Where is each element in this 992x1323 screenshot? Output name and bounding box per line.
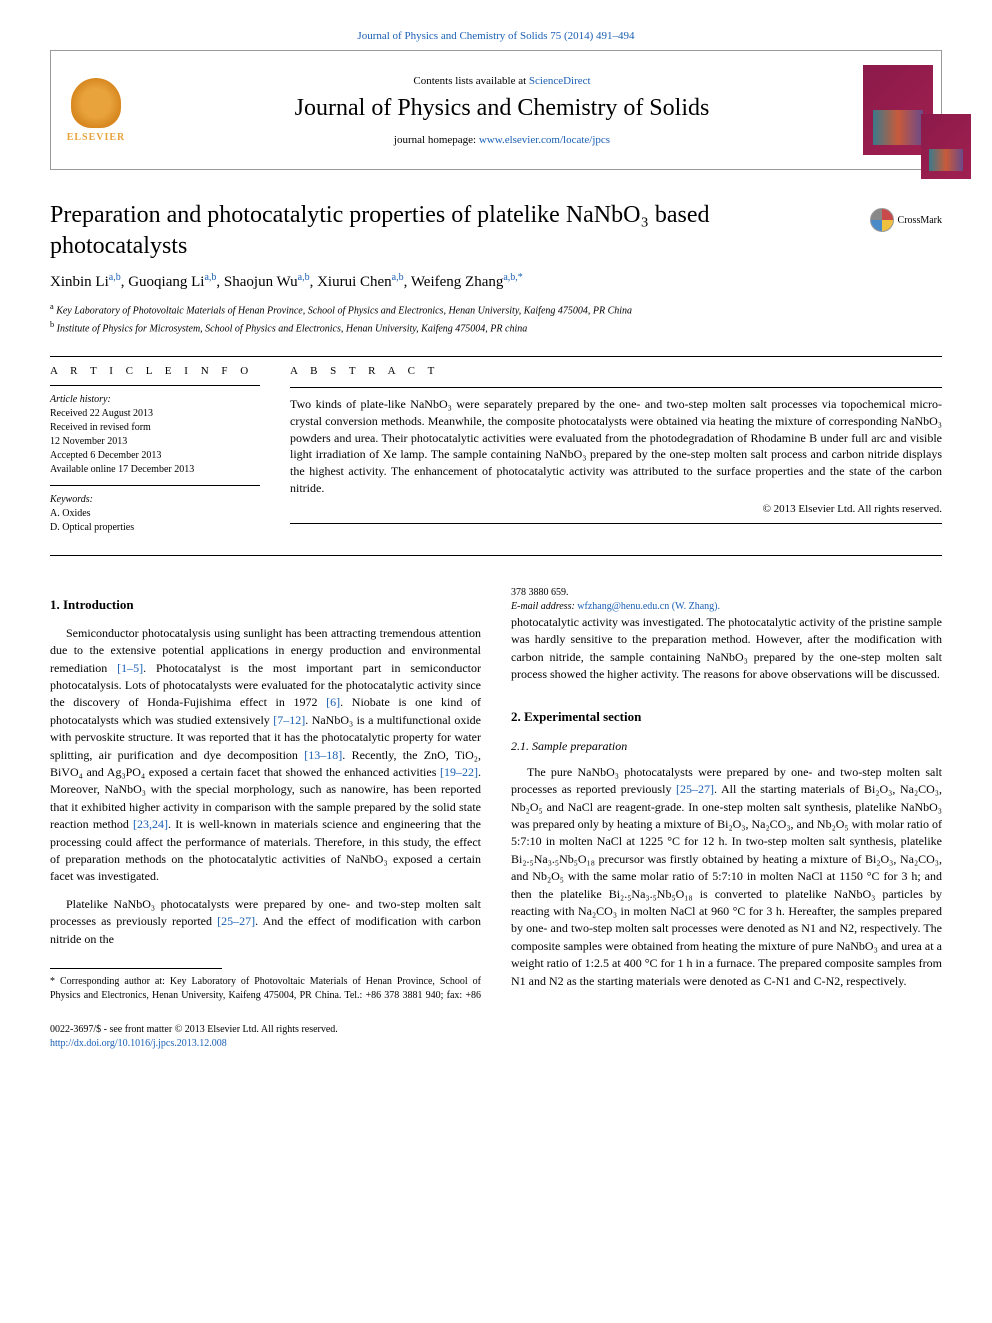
article-info-column: A R T I C L E I N F O Article history: R… bbox=[50, 365, 260, 535]
abstract-column: A B S T R A C T Two kinds of plate-like … bbox=[290, 365, 942, 535]
article-info-heading: A R T I C L E I N F O bbox=[50, 365, 260, 377]
email-label: E-mail address: bbox=[511, 601, 577, 612]
abstract-heading: A B S T R A C T bbox=[290, 365, 942, 377]
author: Xinbin Li bbox=[50, 274, 109, 290]
ref-link[interactable]: [19–22] bbox=[440, 765, 478, 779]
authors-line: Xinbin Lia,b, Guoqiang Lia,b, Shaojun Wu… bbox=[50, 272, 942, 291]
sciencedirect-link[interactable]: ScienceDirect bbox=[529, 75, 591, 87]
journal-homepage: journal homepage: www.elsevier.com/locat… bbox=[151, 134, 853, 146]
keyword: D. Optical properties bbox=[50, 521, 260, 535]
paragraph: Semiconductor photocatalysis using sunli… bbox=[50, 625, 481, 886]
affiliation-b-text: Institute of Physics for Microsystem, Sc… bbox=[57, 323, 528, 334]
affiliation-b: b Institute of Physics for Microsystem, … bbox=[50, 319, 942, 336]
footer-row: 0022-3697/$ - see front matter © 2013 El… bbox=[50, 1023, 942, 1051]
history-line: 12 November 2013 bbox=[50, 435, 260, 449]
journal-name: Journal of Physics and Chemistry of Soli… bbox=[151, 95, 853, 122]
email-footnote: E-mail address: wfzhang@henu.edu.cn (W. … bbox=[511, 600, 942, 614]
affil-link[interactable]: a,b bbox=[109, 272, 121, 283]
keyword: A. Oxides bbox=[50, 507, 260, 521]
ref-link[interactable]: [7–12] bbox=[273, 713, 305, 727]
journal-header-box: ELSEVIER Contents lists available at Sci… bbox=[50, 50, 942, 170]
header-citation-link[interactable]: Journal of Physics and Chemistry of Soli… bbox=[357, 30, 634, 42]
ref-link[interactable]: [23,24] bbox=[133, 817, 168, 831]
info-abstract-row: A R T I C L E I N F O Article history: R… bbox=[50, 365, 942, 535]
affiliations: a Key Laboratory of Photovoltaic Materia… bbox=[50, 301, 942, 336]
crossmark-label: CrossMark bbox=[898, 215, 942, 226]
divider bbox=[50, 555, 942, 556]
homepage-prefix: journal homepage: bbox=[394, 134, 479, 146]
divider bbox=[50, 385, 260, 386]
contents-prefix: Contents lists available at bbox=[413, 75, 528, 87]
body-two-column: 1. Introduction Semiconductor photocatal… bbox=[50, 586, 942, 1003]
author: Xiurui Chen bbox=[317, 274, 392, 290]
article-title: Preparation and photocatalytic propertie… bbox=[50, 200, 850, 262]
ref-link[interactable]: [25–27] bbox=[217, 914, 255, 928]
section-1-heading: 1. Introduction bbox=[50, 596, 481, 615]
divider bbox=[290, 523, 942, 524]
history-line: Accepted 6 December 2013 bbox=[50, 449, 260, 463]
ref-link[interactable]: [6] bbox=[326, 695, 340, 709]
divider bbox=[290, 387, 942, 388]
ref-link[interactable]: [1–5] bbox=[117, 661, 143, 675]
author: Guoqiang Li bbox=[128, 274, 204, 290]
affiliation-a-text: Key Laboratory of Photovoltaic Materials… bbox=[56, 306, 632, 317]
issn-line: 0022-3697/$ - see front matter © 2013 El… bbox=[50, 1023, 338, 1037]
history-line: Received 22 August 2013 bbox=[50, 407, 260, 421]
keywords-heading: Keywords: bbox=[50, 494, 260, 505]
history-line: Available online 17 December 2013 bbox=[50, 463, 260, 477]
paragraph-continuation: photocatalytic activity was investigated… bbox=[511, 614, 942, 684]
homepage-link[interactable]: www.elsevier.com/locate/jpcs bbox=[479, 134, 610, 146]
page-container: Journal of Physics and Chemistry of Soli… bbox=[0, 0, 992, 1091]
abstract-copyright: © 2013 Elsevier Ltd. All rights reserved… bbox=[290, 503, 942, 515]
history-line: Received in revised form bbox=[50, 421, 260, 435]
divider bbox=[50, 356, 942, 357]
affil-link[interactable]: a,b bbox=[392, 272, 404, 283]
affil-link[interactable]: a,b bbox=[204, 272, 216, 283]
header-center: Contents lists available at ScienceDirec… bbox=[141, 65, 863, 156]
affil-link[interactable]: a,b bbox=[298, 272, 310, 283]
crossmark-badge[interactable]: CrossMark bbox=[870, 208, 942, 232]
ref-link[interactable]: [13–18] bbox=[304, 748, 342, 762]
elsevier-label: ELSEVIER bbox=[67, 132, 126, 143]
email-link[interactable]: wfzhang@henu.edu.cn (W. Zhang). bbox=[577, 601, 720, 612]
ref-link[interactable]: [25–27] bbox=[676, 782, 714, 796]
section-2-1-heading: 2.1. Sample preparation bbox=[511, 738, 942, 755]
header-citation: Journal of Physics and Chemistry of Soli… bbox=[50, 30, 942, 42]
affiliation-a: a Key Laboratory of Photovoltaic Materia… bbox=[50, 301, 942, 318]
paragraph: Platelike NaNbO₃ photocatalysts were pre… bbox=[50, 896, 481, 948]
doi-link[interactable]: http://dx.doi.org/10.1016/j.jpcs.2013.12… bbox=[50, 1038, 227, 1049]
footer-left: 0022-3697/$ - see front matter © 2013 El… bbox=[50, 1023, 338, 1051]
affil-link[interactable]: a,b,* bbox=[503, 272, 522, 283]
abstract-text: Two kinds of plate-like NaNbO₃ were sepa… bbox=[290, 396, 942, 497]
text: . All the starting materials of Bi₂O₃, N… bbox=[511, 782, 942, 987]
elsevier-tree-icon bbox=[71, 78, 121, 128]
title-row: Preparation and photocatalytic propertie… bbox=[50, 200, 942, 262]
journal-cover-small-icon bbox=[921, 114, 971, 179]
elsevier-logo: ELSEVIER bbox=[51, 51, 141, 169]
divider bbox=[50, 485, 260, 486]
history-heading: Article history: bbox=[50, 394, 260, 405]
footnote-divider bbox=[50, 968, 222, 969]
crossmark-icon bbox=[870, 208, 894, 232]
contents-available: Contents lists available at ScienceDirec… bbox=[151, 75, 853, 87]
author: Shaojun Wu bbox=[224, 274, 298, 290]
section-2-heading: 2. Experimental section bbox=[511, 708, 942, 727]
author: Weifeng Zhang bbox=[411, 274, 504, 290]
paragraph: The pure NaNbO₃ photocatalysts were prep… bbox=[511, 764, 942, 990]
